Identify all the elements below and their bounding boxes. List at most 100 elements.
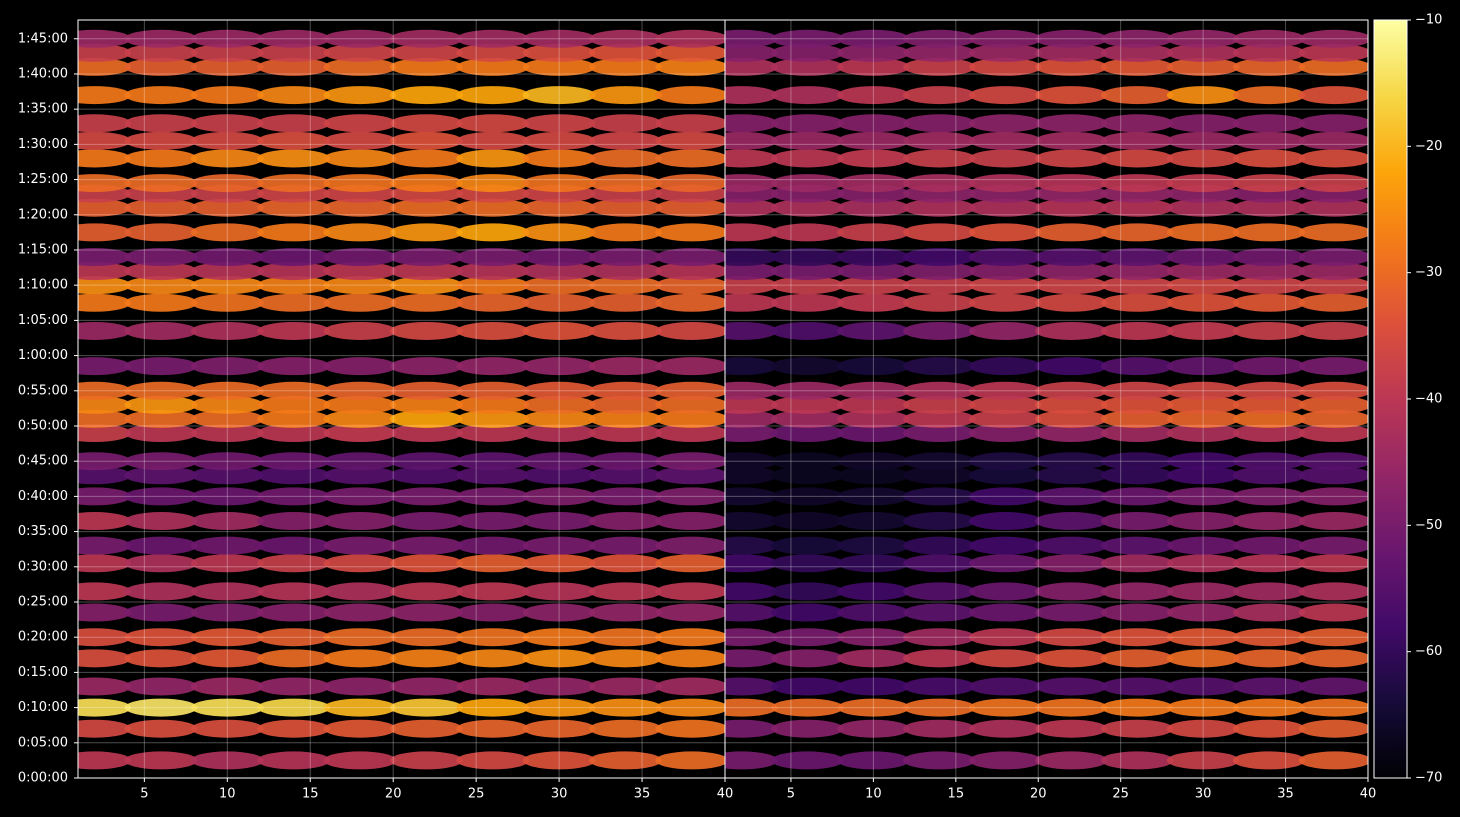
heat-cell: [323, 293, 397, 312]
heat-cell: [1100, 512, 1174, 531]
heat-cell: [1298, 395, 1368, 414]
heat-cell: [389, 293, 463, 312]
panel: [725, 29, 1368, 770]
heat-cell: [1298, 262, 1368, 281]
heat-cell: [1100, 554, 1174, 573]
heat-cell: [588, 223, 662, 242]
heat-cell: [1166, 223, 1240, 242]
heat-cell: [903, 628, 976, 647]
heat-cell: [1298, 357, 1368, 376]
colorbar-tick-label: −50: [1415, 518, 1442, 533]
heat-cell: [124, 29, 198, 48]
heat-cell: [389, 698, 463, 717]
heat-cell: [837, 29, 910, 48]
heat-cell: [456, 174, 530, 193]
heat-cell: [903, 131, 976, 150]
heat-cell: [124, 649, 198, 668]
heat-cell: [725, 554, 778, 573]
heat-cell: [522, 719, 596, 738]
heat-cell: [257, 198, 331, 217]
heat-cell: [1100, 223, 1174, 242]
heat-cell: [655, 276, 725, 295]
y-tick-label: 1:45:00: [18, 31, 68, 46]
heat-cell: [1034, 395, 1108, 414]
heat-cell: [725, 293, 778, 312]
heat-cell: [1034, 149, 1108, 168]
heat-cell: [456, 628, 530, 647]
heat-cell: [1166, 114, 1240, 133]
heat-cell: [725, 487, 778, 506]
colorbar-tick-label: −20: [1415, 139, 1442, 154]
heat-cell: [522, 174, 596, 193]
heat-cell: [969, 452, 1042, 471]
heat-cell: [522, 409, 596, 428]
heat-cell: [725, 466, 778, 485]
heat-cell: [837, 452, 910, 471]
panel: [78, 29, 725, 770]
heat-cell: [1100, 174, 1174, 193]
heat-cell: [1034, 698, 1108, 717]
heat-cell: [257, 43, 331, 62]
heat-cell: [969, 223, 1042, 242]
heat-cell: [1232, 198, 1306, 217]
heat-cell: [1166, 582, 1240, 601]
heat-cell: [522, 198, 596, 217]
heat-cell: [78, 321, 132, 340]
y-tick-label: 1:10:00: [18, 278, 68, 293]
heat-cell: [522, 603, 596, 622]
heat-cell: [522, 43, 596, 62]
heat-cell: [1034, 554, 1108, 573]
heat-cell: [837, 487, 910, 506]
heat-cell: [588, 395, 662, 414]
heat-cell: [389, 114, 463, 133]
heat-cell: [1100, 536, 1174, 555]
heat-cell: [1100, 719, 1174, 738]
heat-cell: [969, 649, 1042, 668]
heat-cell: [190, 554, 264, 573]
heat-cell: [78, 719, 132, 738]
heat-cell: [588, 512, 662, 531]
y-tick-label: 0:15:00: [18, 665, 68, 680]
heat-cell: [969, 628, 1042, 647]
heat-cell: [1100, 293, 1174, 312]
heat-cell: [1100, 131, 1174, 150]
y-tick-label: 0:00:00: [18, 771, 68, 786]
heat-cell: [1100, 628, 1174, 647]
heat-cell: [1166, 86, 1240, 105]
heat-cell: [124, 293, 198, 312]
heat-cell: [903, 512, 976, 531]
heat-cell: [771, 149, 844, 168]
heat-cell: [124, 409, 198, 428]
heat-cell: [1034, 452, 1108, 471]
heat-cell: [257, 223, 331, 242]
heat-cell: [837, 466, 910, 485]
heat-cell: [190, 677, 264, 696]
heat-cell: [456, 603, 530, 622]
x-tick-label: 40: [1360, 787, 1377, 802]
heat-cell: [837, 628, 910, 647]
heat-cell: [969, 512, 1042, 531]
colorbar-tick-label: −60: [1415, 644, 1442, 659]
heat-cell: [1232, 321, 1306, 340]
heat-cell: [124, 628, 198, 647]
heat-cell: [837, 57, 910, 76]
heat-cell: [725, 409, 778, 428]
heat-cell: [1298, 677, 1368, 696]
heat-cell: [257, 628, 331, 647]
heat-cell: [903, 381, 976, 400]
y-tick-label: 0:35:00: [18, 524, 68, 539]
heat-cell: [969, 381, 1042, 400]
heat-cell: [1298, 409, 1368, 428]
heat-cell: [389, 223, 463, 242]
heat-cell: [190, 29, 264, 48]
heat-cell: [1232, 57, 1306, 76]
heat-cell: [257, 174, 331, 193]
heat-cell: [456, 248, 530, 267]
heat-cell: [903, 582, 976, 601]
heat-cell: [323, 321, 397, 340]
heat-cell: [78, 512, 132, 531]
heat-cell: [456, 395, 530, 414]
heat-cell: [588, 29, 662, 48]
colorbar-tick-label: −10: [1415, 13, 1442, 28]
heat-cell: [124, 381, 198, 400]
